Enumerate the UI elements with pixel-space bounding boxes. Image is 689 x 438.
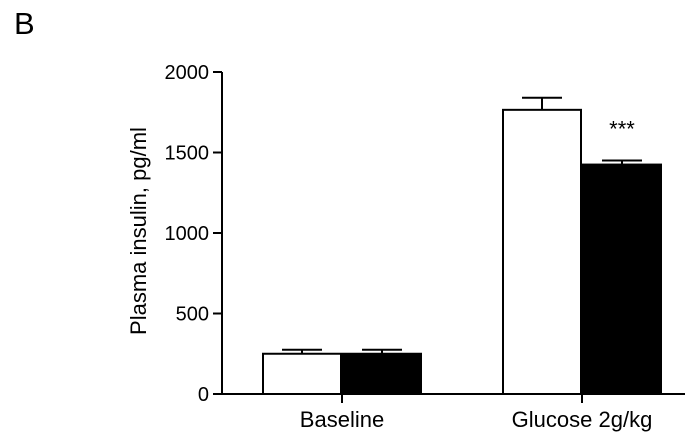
y-axis-title: Plasma insulin, pg/ml [126,127,151,335]
x-tick-label: Glucose 2g/kg [512,407,653,432]
plot-area: 0 500 1000 1500 2000 Baseline Glucose 2g/kg *** [165,62,685,432]
y-tick-label: 500 [176,304,209,326]
bar [342,352,422,395]
y-tick-label: 0 [198,384,209,406]
panel-label: B [14,6,35,41]
x-tick-label: Baseline [300,407,384,432]
bar [262,352,342,395]
y-tick-label: 2000 [165,62,210,84]
bar [502,108,582,396]
significance-marker: *** [609,117,635,142]
y-tick-label: 1000 [165,223,210,245]
bar [582,163,662,395]
y-tick-label: 1500 [165,143,210,165]
